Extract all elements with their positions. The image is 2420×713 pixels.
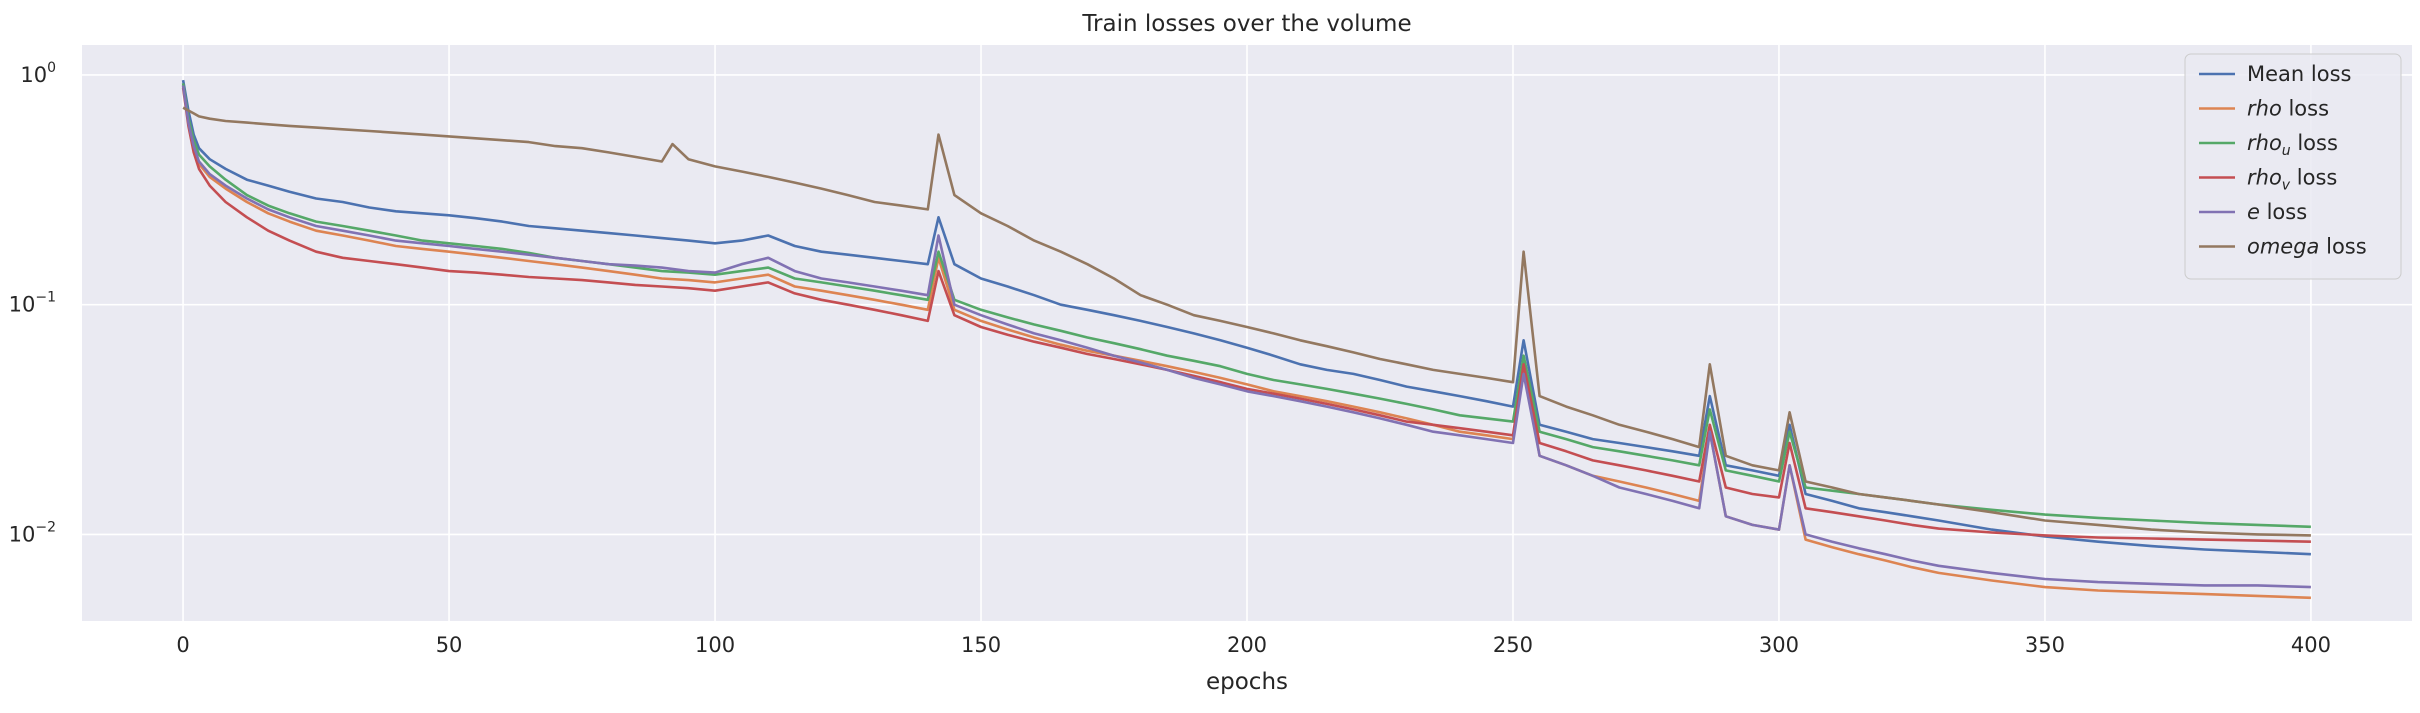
legend-label: omega loss [2247, 235, 2367, 259]
x-tick-label: 300 [1759, 633, 1799, 657]
series-line-2 [181, 83, 2311, 529]
y-tick-label: 10−2 [9, 519, 56, 546]
legend: Mean loss rho loss rhou loss rhov loss e los… [2184, 53, 2402, 280]
tick-labels: 0 50 100 150 200 250 300 350 400 100 10−1 10−2 [9, 60, 2331, 657]
x-tick-label: 100 [695, 633, 735, 657]
series-line-5 [182, 106, 2311, 537]
x-tick-label: 250 [1493, 633, 1533, 657]
x-tick-label: 200 [1227, 633, 1267, 657]
legend-label: e loss [2247, 200, 2307, 224]
legend-label: rhou loss [2247, 131, 2338, 159]
y-tick-label: 10−1 [9, 290, 56, 317]
y-tick-label: 100 [20, 60, 56, 87]
series-line-3 [181, 87, 2311, 543]
x-tick-label: 150 [961, 633, 1001, 657]
series-line-0 [181, 79, 2311, 556]
legend-label: rho loss [2247, 97, 2329, 121]
legend-label: Mean loss [2247, 62, 2351, 86]
legend-box [2184, 53, 2402, 280]
chart-title: Train losses over the volume [1081, 11, 1411, 37]
x-tick-label: 350 [2025, 633, 2065, 657]
x-tick-label: 50 [436, 633, 463, 657]
x-axis-label: epochs [1206, 669, 1288, 695]
series-layer [181, 79, 2311, 600]
x-tick-label: 0 [176, 633, 189, 657]
series-line-4 [181, 85, 2311, 589]
x-tick-label: 400 [2291, 633, 2331, 657]
legend-label: rhov loss [2247, 166, 2337, 194]
